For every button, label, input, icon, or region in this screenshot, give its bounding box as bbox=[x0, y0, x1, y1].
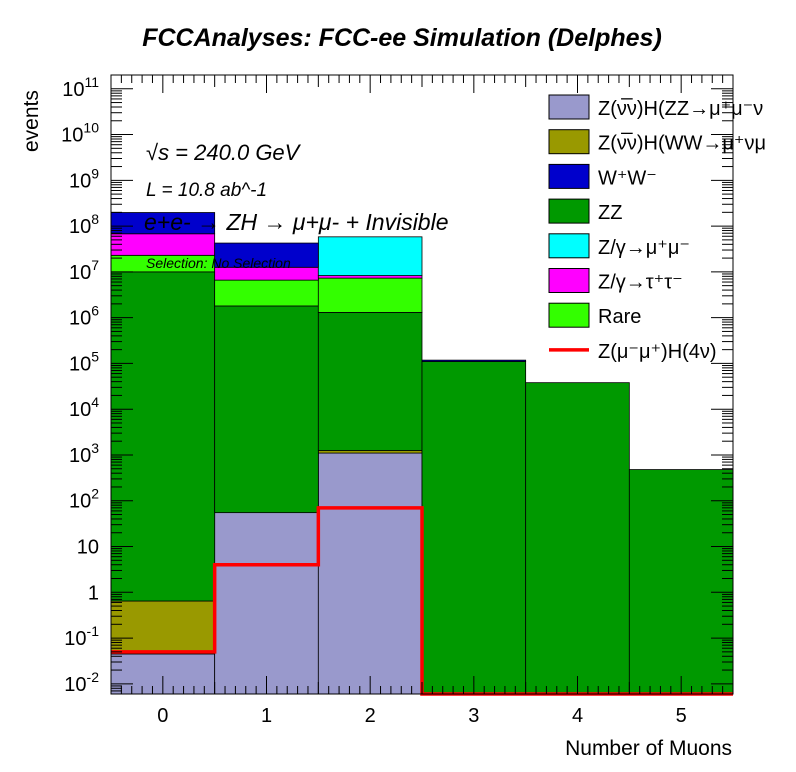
bar-W-W--3 bbox=[421, 359, 527, 362]
x-tick-label-1: 1 bbox=[261, 705, 272, 727]
ticks-layer: 0 1 2 3 4 5 10-2 10-1 1 10 102 103 104 105 106 107 108 10… bbox=[61, 74, 733, 727]
x-tick-label-0: 0 bbox=[157, 705, 168, 727]
bar-Rare-1 bbox=[214, 279, 319, 307]
legend-swatch-6 bbox=[548, 302, 590, 328]
legend-label-4: Z/γ→μ⁺μ⁻ bbox=[598, 237, 690, 259]
legend-swatch-3 bbox=[548, 198, 590, 224]
legend-item-0: Z(ν̅ν)H(ZZ→μ⁺μ⁻ν bbox=[548, 94, 763, 120]
legend-item-6: Rare bbox=[548, 302, 641, 328]
legend-item-4: Z/γ→μ⁺μ⁻ bbox=[548, 233, 690, 259]
y-tick-label-8: 106 bbox=[69, 303, 99, 330]
legend-swatch-0 bbox=[548, 94, 590, 120]
selection-annotation: Selection: No Selection bbox=[146, 255, 291, 271]
legend-label-7: Z(μ⁻μ⁺)H(4ν) bbox=[598, 341, 717, 363]
y-tick-label-12: 1010 bbox=[61, 120, 99, 147]
x-tick-label-2: 2 bbox=[365, 705, 376, 727]
legend-swatch-4 bbox=[548, 233, 590, 259]
legend-label-1: Z(ν̅ν)H(WW→μ⁺νμ bbox=[598, 132, 766, 155]
bar-ZZ-1 bbox=[214, 305, 319, 514]
legend-swatch-1 bbox=[548, 129, 590, 155]
legend-item-1: Z(ν̅ν)H(WW→μ⁺νμ bbox=[548, 129, 766, 155]
bar-W-W--1 bbox=[214, 242, 319, 268]
y-tick-label-0: 10-2 bbox=[64, 669, 99, 696]
legend-item-2: W⁺W⁻ bbox=[548, 163, 657, 189]
legend: Z(ν̅ν)H(ZZ→μ⁺μ⁻ν Z(ν̅ν)H(WW→μ⁺νμ W⁺W⁻ ZZ Z/γ… bbox=[548, 94, 766, 363]
legend-label-5: Z/γ→τ⁺τ⁻ bbox=[598, 272, 683, 294]
y-tick-label-9: 107 bbox=[69, 257, 99, 284]
bar-Z--2 bbox=[317, 236, 423, 276]
legend-label-0: Z(ν̅ν)H(ZZ→μ⁺μ⁻ν bbox=[598, 97, 763, 120]
legend-item-7: Z(μ⁻μ⁺)H(4ν) bbox=[549, 341, 717, 363]
y-tick-label-11: 109 bbox=[69, 165, 99, 192]
bars-layer bbox=[110, 212, 734, 695]
y-tick-label-10: 108 bbox=[69, 211, 99, 238]
bar-ZZ-4 bbox=[525, 382, 630, 695]
y-tick-label-7: 105 bbox=[69, 348, 99, 375]
y-tick-label-13: 1011 bbox=[62, 74, 99, 101]
y-tick-label-1: 10-1 bbox=[64, 623, 99, 650]
y-tick-label-4: 102 bbox=[69, 486, 99, 513]
process-annotation: e+e- → ZH → μ+μ- + Invisible bbox=[144, 209, 449, 235]
legend-item-3: ZZ bbox=[548, 198, 622, 224]
chart-title: FCCAnalyses: FCC-ee Simulation (Delphes) bbox=[142, 24, 662, 52]
y-axis-label: events bbox=[20, 90, 43, 152]
legend-label-3: ZZ bbox=[598, 202, 622, 224]
bar-ZZ-5 bbox=[628, 469, 734, 695]
legend-item-5: Z/γ→τ⁺τ⁻ bbox=[548, 268, 683, 294]
x-tick-label-5: 5 bbox=[676, 705, 687, 727]
bar-Z-H-WW--0 bbox=[110, 600, 216, 655]
legend-label-2: W⁺W⁻ bbox=[598, 167, 657, 189]
y-tick-label-6: 104 bbox=[69, 394, 99, 421]
y-tick-label-2: 1 bbox=[88, 582, 99, 604]
bar-Z-H-ZZ--1 bbox=[214, 512, 319, 695]
bar-ZZ-2 bbox=[317, 312, 423, 451]
y-tick-label-5: 103 bbox=[69, 440, 99, 467]
lumi-annotation: L = 10.8 ab^-1 bbox=[146, 180, 267, 201]
bar-Rare-2 bbox=[317, 277, 423, 313]
y-tick-label-3: 10 bbox=[77, 537, 99, 559]
bar-ZZ-0 bbox=[110, 271, 216, 602]
bar-ZZ-3 bbox=[421, 361, 527, 695]
x-tick-label-3: 3 bbox=[468, 705, 479, 727]
bar-Z-H-ZZ--2 bbox=[317, 452, 423, 695]
x-axis-label: Number of Muons bbox=[565, 737, 732, 760]
legend-swatch-2 bbox=[548, 163, 590, 189]
legend-swatch-5 bbox=[548, 268, 590, 293]
legend-label-6: Rare bbox=[598, 306, 641, 328]
x-tick-label-4: 4 bbox=[572, 705, 583, 727]
bar-Z--0 bbox=[110, 233, 216, 256]
energy-annotation: √s = 240.0 GeV bbox=[146, 140, 302, 165]
